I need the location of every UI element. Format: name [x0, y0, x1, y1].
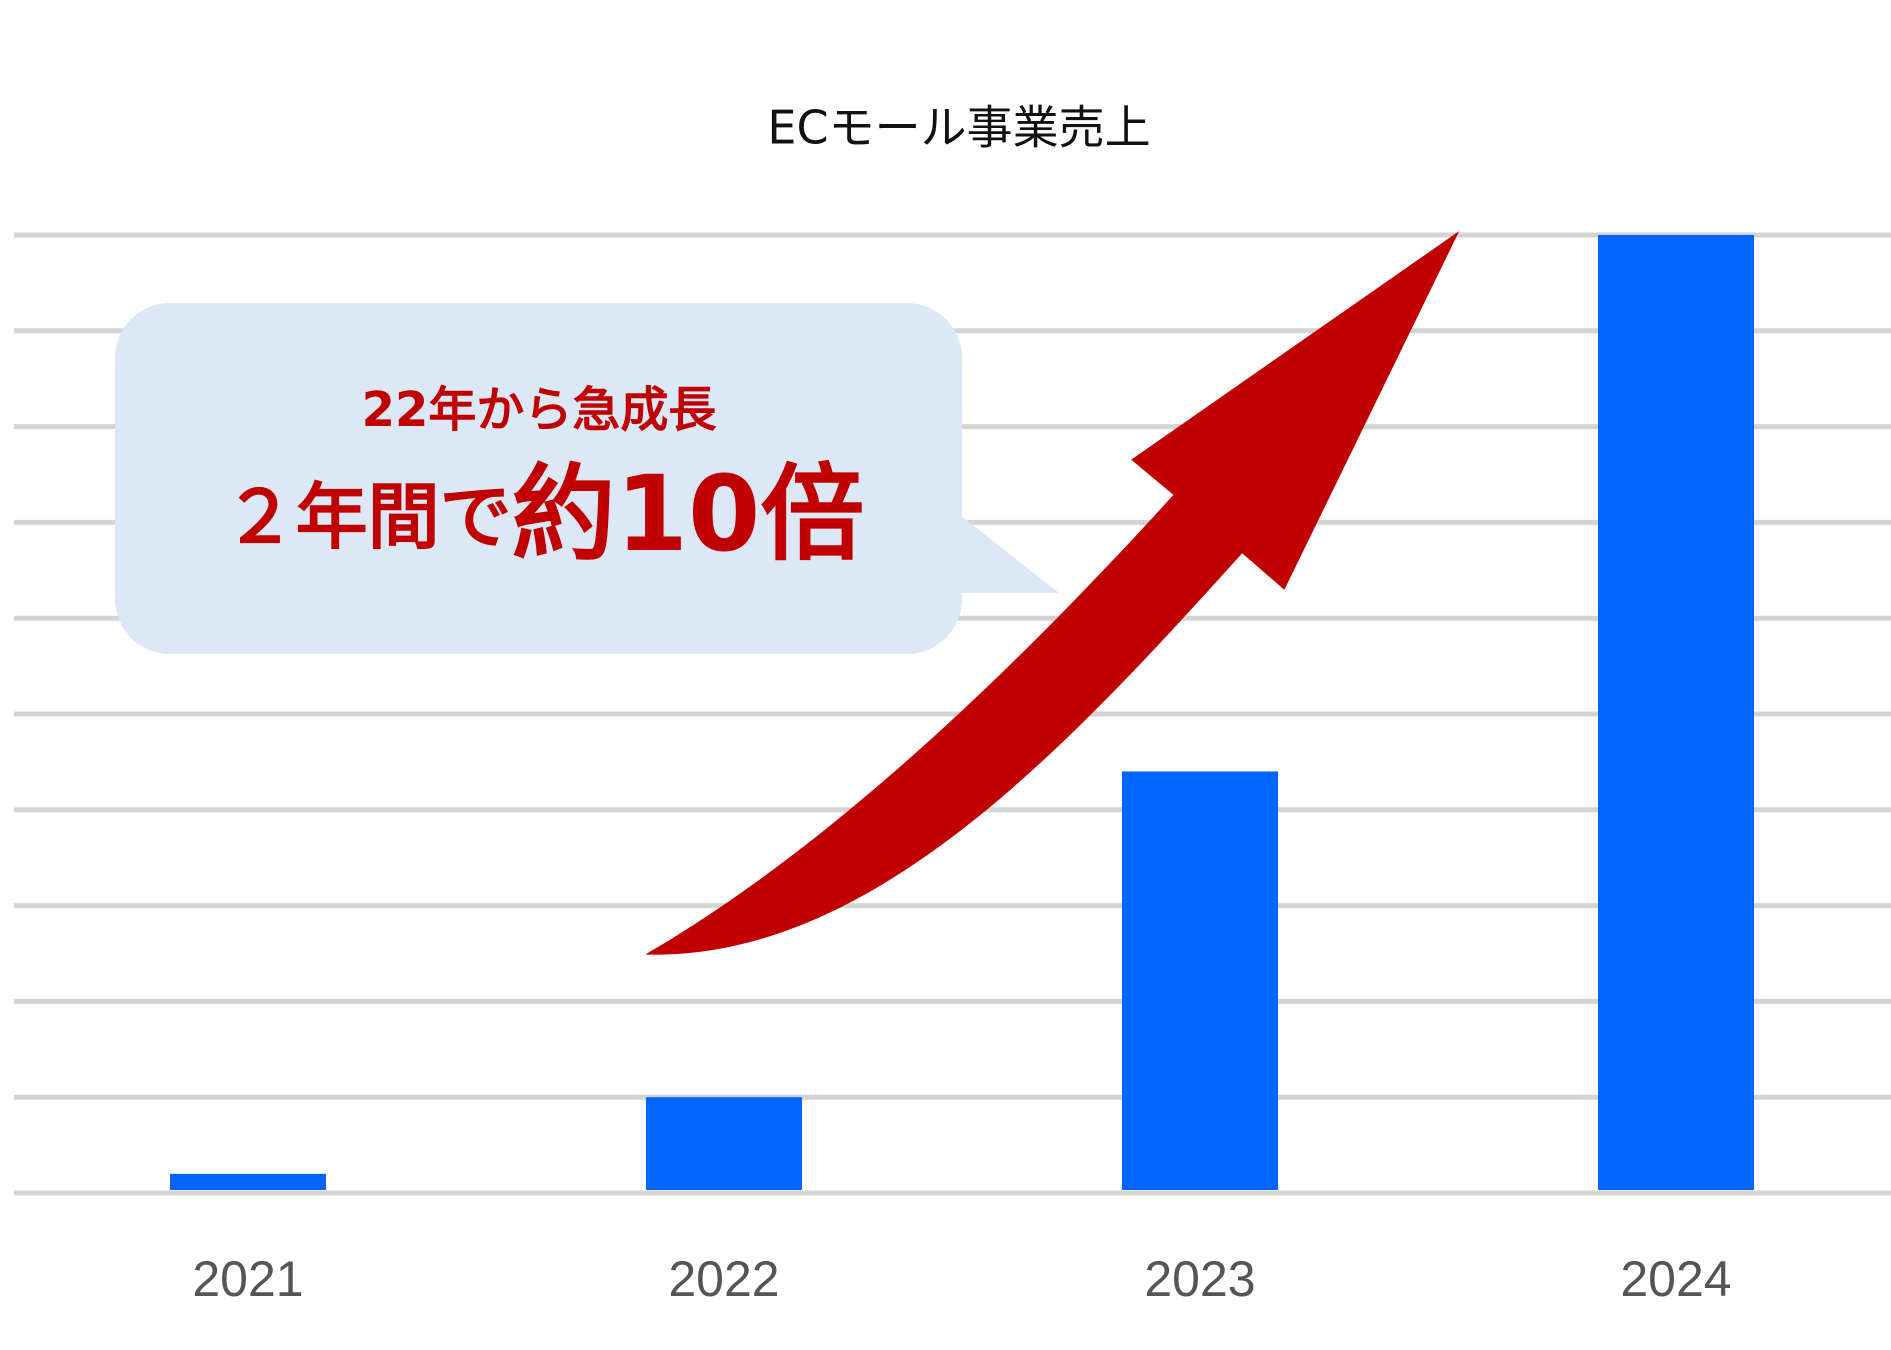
bars: [170, 235, 1754, 1190]
callout-tail: [955, 511, 1059, 593]
bar: [1122, 771, 1278, 1190]
callout-box: [115, 303, 962, 654]
x-tick-label: 2022: [668, 1251, 779, 1307]
x-tick-label: 2023: [1144, 1251, 1255, 1307]
annotation: ２年間で: [224, 475, 512, 559]
annotation-line: ２年間で約10倍: [224, 453, 865, 575]
bar: [170, 1173, 326, 1190]
x-tick-label: 2021: [192, 1251, 303, 1307]
annotation: 約10倍: [512, 453, 865, 575]
x-tick-label: 2024: [1620, 1251, 1731, 1307]
growth-arrow: [645, 231, 1460, 955]
chart-title: ECモール事業売上: [767, 101, 1150, 155]
callout: 22年から急成長 ２年間で約10倍: [115, 303, 1059, 654]
annotation: 22年から急成長: [362, 382, 718, 438]
bar: [646, 1097, 802, 1190]
bar: [1598, 235, 1754, 1190]
